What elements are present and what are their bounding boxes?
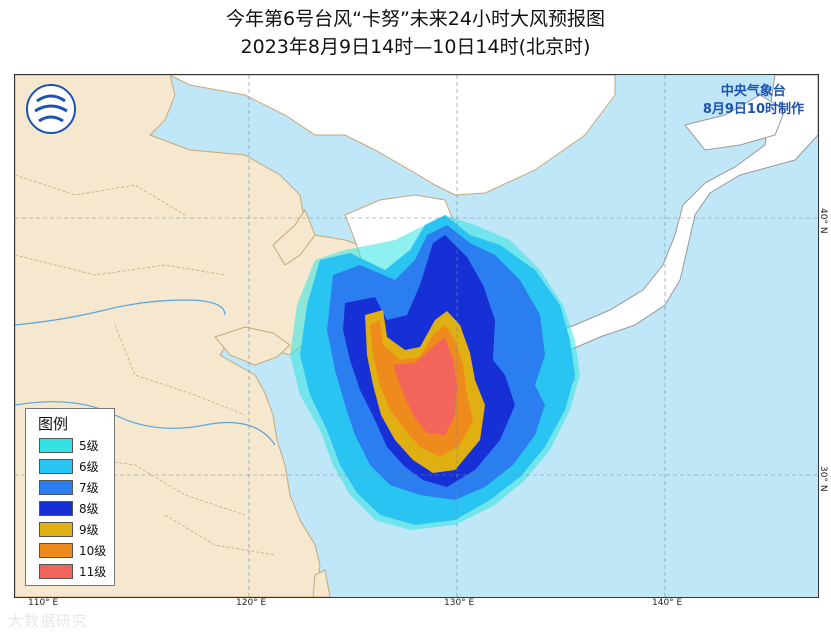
legend-swatch: [39, 501, 73, 516]
legend-item: 7级: [26, 477, 114, 498]
map-subtitle: 2023年8月9日14时—10日14时(北京时): [240, 36, 591, 58]
legend-item: 10级: [26, 540, 114, 561]
legend-label: 9级: [79, 523, 99, 537]
river: [15, 401, 276, 446]
legend-label: 11级: [79, 565, 107, 579]
issue-time: 8月9日10时制作: [702, 102, 804, 117]
legend: 图例 5级 6级 7级 8级 9级 10级 11级: [25, 408, 115, 586]
issuer-name: 中央气象台: [720, 84, 786, 99]
legend-label: 7级: [79, 481, 99, 495]
legend-swatch: [39, 543, 73, 558]
legend-item: 6级: [26, 456, 114, 477]
legend-title: 图例: [38, 415, 69, 433]
legend-swatch: [39, 480, 73, 495]
province-boundary: [15, 174, 276, 556]
map-canvas: [15, 75, 818, 597]
wind-zone-11: [393, 337, 457, 435]
legend-label: 5级: [79, 439, 99, 453]
graticule: [15, 75, 818, 597]
legend-label: 6级: [79, 460, 99, 474]
lat-label: 40° N: [818, 208, 828, 234]
liaodong-peninsula: [272, 208, 316, 266]
russia-landmass: [169, 75, 616, 196]
legend-item: 11级: [26, 561, 114, 582]
lat-label: 30° N: [818, 466, 828, 492]
lon-label: 110° E: [28, 598, 59, 608]
shandong-peninsula: [214, 326, 291, 366]
legend-item: 5级: [26, 435, 114, 456]
map-title: 今年第6号台风“卡努”未来24小时大风预报图: [226, 8, 605, 30]
lon-label: 120° E: [236, 598, 267, 608]
legend-item: 9级: [26, 519, 114, 540]
legend-item: 8级: [26, 498, 114, 519]
issuer-block: 中央气象台 8月9日10时制作: [703, 83, 804, 119]
wind-forecast-map: 中央气象台 8月9日10时制作 图例 5级 6级 7级 8级 9级 10级: [14, 74, 819, 598]
legend-swatch: [39, 564, 73, 579]
legend-label: 8级: [79, 502, 99, 516]
legend-swatch: [39, 438, 73, 453]
taiwan-island: [312, 569, 331, 597]
watermark: 大数据研究: [8, 612, 89, 630]
cma-logo-icon: [26, 84, 76, 134]
lon-label: 130° E: [444, 598, 475, 608]
river: [15, 299, 226, 326]
japan-hokkaido: [684, 94, 786, 151]
lon-label: 140° E: [652, 598, 683, 608]
legend-swatch: [39, 459, 73, 474]
legend-swatch: [39, 522, 73, 537]
legend-label: 10级: [79, 544, 107, 558]
wind-zones: [290, 215, 580, 530]
